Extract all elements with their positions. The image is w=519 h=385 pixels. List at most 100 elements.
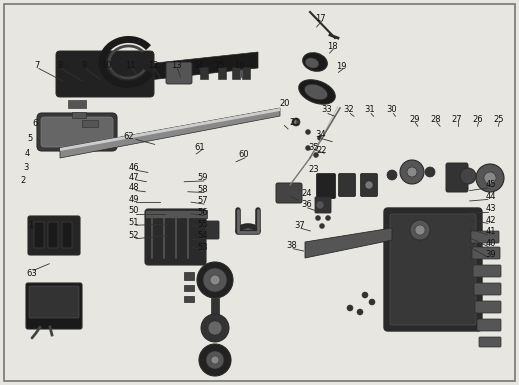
Text: 46: 46 xyxy=(129,163,139,172)
Circle shape xyxy=(400,160,424,184)
Text: 63: 63 xyxy=(27,269,37,278)
Text: 55: 55 xyxy=(197,219,208,229)
Ellipse shape xyxy=(305,84,327,100)
FancyBboxPatch shape xyxy=(479,337,501,347)
Text: 11: 11 xyxy=(126,61,136,70)
Text: 4: 4 xyxy=(25,149,30,159)
Text: 45: 45 xyxy=(485,180,496,189)
Text: 48: 48 xyxy=(129,183,139,192)
Text: 51: 51 xyxy=(129,218,139,227)
Circle shape xyxy=(306,129,310,134)
Circle shape xyxy=(369,299,375,305)
Circle shape xyxy=(407,167,417,177)
Text: 14: 14 xyxy=(193,61,203,70)
Text: 2: 2 xyxy=(21,176,26,186)
Bar xyxy=(242,67,250,79)
Circle shape xyxy=(415,225,425,235)
Text: 8: 8 xyxy=(57,61,62,70)
Polygon shape xyxy=(60,108,280,151)
Ellipse shape xyxy=(303,53,327,71)
Text: 17: 17 xyxy=(316,14,326,23)
Circle shape xyxy=(320,224,324,229)
Circle shape xyxy=(292,118,300,126)
Circle shape xyxy=(484,172,496,184)
Text: 24: 24 xyxy=(301,189,311,198)
Ellipse shape xyxy=(299,80,335,104)
Circle shape xyxy=(476,164,504,192)
Bar xyxy=(218,67,226,79)
FancyBboxPatch shape xyxy=(474,283,501,295)
Text: 47: 47 xyxy=(129,172,139,182)
Text: 34: 34 xyxy=(316,130,326,139)
FancyBboxPatch shape xyxy=(446,163,468,192)
FancyBboxPatch shape xyxy=(56,51,154,97)
Circle shape xyxy=(425,167,435,177)
Text: 15: 15 xyxy=(214,61,224,70)
Text: 9: 9 xyxy=(81,61,87,70)
FancyBboxPatch shape xyxy=(338,174,356,196)
Circle shape xyxy=(313,152,319,157)
Text: 21: 21 xyxy=(290,118,300,127)
Text: 53: 53 xyxy=(197,243,208,252)
Polygon shape xyxy=(58,52,258,90)
Text: 56: 56 xyxy=(197,208,208,217)
FancyBboxPatch shape xyxy=(475,301,501,313)
Text: 60: 60 xyxy=(239,150,249,159)
Text: 49: 49 xyxy=(129,195,139,204)
Circle shape xyxy=(294,120,298,124)
FancyBboxPatch shape xyxy=(384,208,482,331)
FancyBboxPatch shape xyxy=(28,216,80,255)
Text: 26: 26 xyxy=(472,115,483,124)
Text: 30: 30 xyxy=(387,105,397,114)
Bar xyxy=(34,222,44,248)
Polygon shape xyxy=(60,108,280,158)
Text: 57: 57 xyxy=(197,196,208,206)
Circle shape xyxy=(208,321,222,335)
Text: 36: 36 xyxy=(301,200,311,209)
Text: 35: 35 xyxy=(309,142,319,152)
Text: 58: 58 xyxy=(197,185,208,194)
Text: 40: 40 xyxy=(485,239,496,248)
Text: 3: 3 xyxy=(23,163,29,172)
Text: 10: 10 xyxy=(101,61,112,70)
FancyBboxPatch shape xyxy=(276,183,302,203)
FancyBboxPatch shape xyxy=(361,174,377,196)
Bar xyxy=(48,222,58,248)
Circle shape xyxy=(318,136,322,141)
Text: 44: 44 xyxy=(485,192,496,201)
FancyBboxPatch shape xyxy=(26,283,82,329)
Circle shape xyxy=(197,262,233,298)
Text: 1: 1 xyxy=(29,221,34,230)
Text: 54: 54 xyxy=(197,231,208,240)
Text: 28: 28 xyxy=(431,115,441,124)
Text: 22: 22 xyxy=(317,146,327,155)
Text: 32: 32 xyxy=(344,105,354,114)
Text: 41: 41 xyxy=(485,227,496,236)
Text: 62: 62 xyxy=(124,132,134,141)
Bar xyxy=(211,298,219,316)
Text: 50: 50 xyxy=(129,206,139,216)
Text: 59: 59 xyxy=(197,173,208,182)
Circle shape xyxy=(199,344,231,376)
Text: 5: 5 xyxy=(27,134,32,143)
Text: 13: 13 xyxy=(171,61,182,70)
Polygon shape xyxy=(305,228,392,258)
Circle shape xyxy=(325,216,331,221)
Text: 18: 18 xyxy=(327,42,337,51)
Text: 31: 31 xyxy=(364,105,375,114)
FancyBboxPatch shape xyxy=(317,174,335,199)
FancyBboxPatch shape xyxy=(477,319,501,331)
Bar xyxy=(184,296,194,302)
Circle shape xyxy=(306,146,310,151)
Text: 6: 6 xyxy=(33,119,38,128)
Text: 19: 19 xyxy=(336,62,347,71)
Text: 61: 61 xyxy=(195,142,205,152)
FancyBboxPatch shape xyxy=(205,221,219,239)
FancyBboxPatch shape xyxy=(473,265,501,277)
Text: 33: 33 xyxy=(322,105,332,114)
Circle shape xyxy=(210,275,220,285)
Circle shape xyxy=(460,168,476,184)
Circle shape xyxy=(347,305,353,311)
FancyBboxPatch shape xyxy=(41,117,113,147)
Circle shape xyxy=(203,268,227,292)
